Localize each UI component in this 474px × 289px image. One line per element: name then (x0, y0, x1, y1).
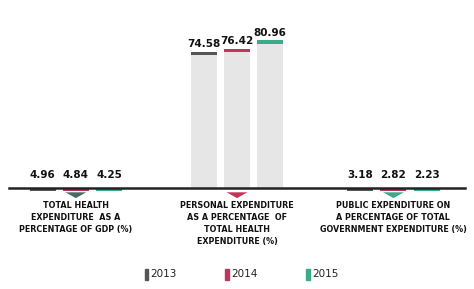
Bar (145, 269, 148, 280)
Bar (191, 52, 217, 188)
Bar (306, 269, 310, 280)
Bar (347, 188, 374, 191)
Text: PUBLIC EXPENDITURE ON
A PERCENTAGE OF TOTAL
GOVERNMENT EXPENDITURE (%): PUBLIC EXPENDITURE ON A PERCENTAGE OF TO… (320, 201, 467, 234)
Text: 80.96: 80.96 (254, 28, 287, 38)
Bar (191, 52, 217, 55)
Text: 2015: 2015 (312, 269, 338, 279)
Text: 2014: 2014 (231, 269, 258, 279)
Text: 3.18: 3.18 (347, 171, 373, 180)
Bar (225, 269, 229, 280)
Bar (224, 49, 250, 188)
Text: 2.23: 2.23 (414, 171, 439, 180)
Text: TOTAL HEALTH
EXPENDITURE  AS A
PERCENTAGE OF GDP (%): TOTAL HEALTH EXPENDITURE AS A PERCENTAGE… (19, 201, 132, 234)
Text: 4.96: 4.96 (30, 171, 55, 180)
Bar (224, 49, 250, 52)
Polygon shape (383, 192, 404, 198)
Bar (96, 188, 122, 191)
Text: 76.42: 76.42 (220, 36, 254, 46)
Text: 4.84: 4.84 (63, 171, 89, 180)
Bar (63, 188, 89, 191)
Text: 4.25: 4.25 (96, 171, 122, 180)
Text: PERSONAL EXPENDITURE
AS A PERCENTAGE  OF
TOTAL HEALTH
EXPENDITURE (%): PERSONAL EXPENDITURE AS A PERCENTAGE OF … (180, 201, 294, 246)
Bar (413, 188, 439, 191)
Polygon shape (227, 192, 247, 198)
Text: 2013: 2013 (151, 269, 177, 279)
Bar (380, 188, 407, 191)
Bar (257, 40, 283, 44)
Text: 2.82: 2.82 (381, 171, 406, 180)
Bar (257, 40, 283, 188)
Text: 74.58: 74.58 (187, 39, 220, 49)
Bar (29, 188, 55, 191)
Polygon shape (65, 192, 86, 198)
